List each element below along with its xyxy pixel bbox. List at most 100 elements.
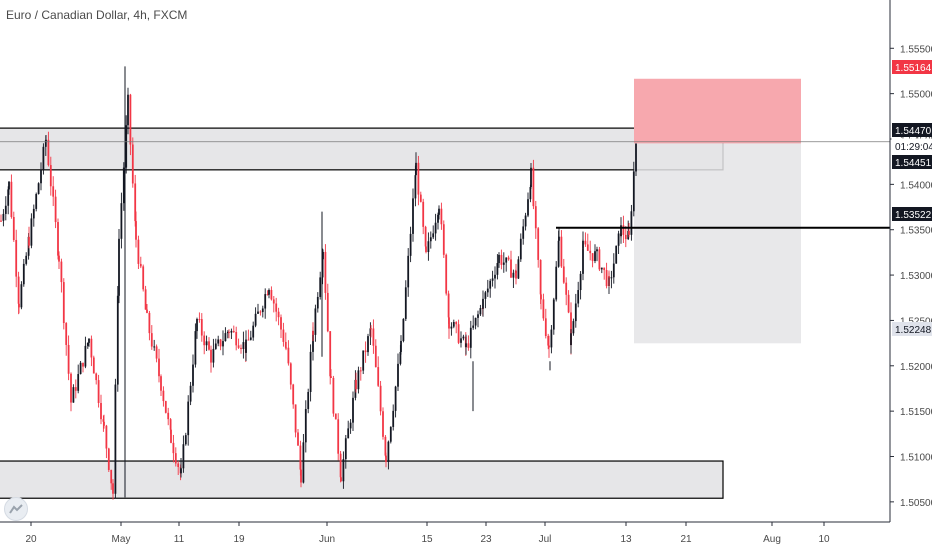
candle-body [203,335,206,346]
candle-body [49,165,52,187]
candle-body [316,296,319,309]
candle-body [287,347,290,364]
x-tick-label: 10 [818,534,830,545]
y-tick-label: 1.51500 [900,407,932,418]
candle-body [434,222,437,234]
stop-loss-label-bg [892,322,932,336]
x-tick-label: 11 [174,534,185,545]
take-profit-label[interactable]: 1.55164 [892,60,932,74]
take-profit-label-bg [892,60,932,74]
candle-body [489,280,492,289]
candle-body [105,425,108,449]
candle-body [382,411,384,437]
candle-body [18,303,20,308]
candle-body [257,311,259,314]
candle-body [314,308,317,335]
candle-body [297,432,299,446]
candle-body [610,277,613,279]
horizontal-line-label[interactable]: 1.53522 [892,207,932,221]
tradingview-logo-icon[interactable] [4,497,28,521]
candle-body [292,384,295,405]
candle-body [144,289,147,310]
candle-body [347,428,350,439]
candle-body [537,228,540,260]
candle-body [474,317,477,326]
candle-body [392,410,395,427]
candle-body [8,181,10,190]
y-tick-label: 1.52000 [900,362,932,373]
candle-body [532,167,535,207]
candle-body [62,282,65,324]
upper-zone[interactable] [0,127,724,171]
candle-body [445,254,448,294]
candle-body [196,319,198,332]
candle-body [129,94,132,145]
x-tick-label: Jul [539,534,552,545]
candle-body [77,374,80,391]
candle-body [160,376,162,391]
candle-body [208,341,210,350]
candle-body [37,183,40,195]
candle-body [134,183,137,222]
countdown-label[interactable]: 01:29:04 [891,138,932,154]
candle-body [519,238,522,260]
candle-body [369,328,372,337]
stop-loss-label[interactable]: 1.52248 [892,322,932,336]
candle-body [505,257,508,263]
candle-body [498,254,500,264]
candle-body [217,339,220,344]
candle-body [282,329,285,342]
candle-body [60,261,63,283]
candle-body [460,338,462,343]
candle-body [280,317,282,330]
entry-price-label[interactable]: 1.54451 [892,155,932,169]
candle-body [455,322,458,325]
candle-body [22,263,25,285]
y-tick-label: 1.50500 [900,498,932,509]
candle-body [560,236,563,267]
candle-body [230,330,233,333]
lower-zone[interactable] [0,460,724,499]
candle-body [502,262,505,265]
x-tick-label: 23 [480,534,492,545]
candle-body [70,373,72,403]
candle-body [114,384,117,494]
candle-body [86,342,89,346]
x-tick-label: 21 [680,534,692,545]
candle-body [584,240,587,245]
candle-body [484,292,487,299]
candle-body [289,363,292,385]
candle-body [417,162,420,195]
candle-body [407,255,410,288]
candle-body [259,311,262,313]
x-tick-label: 13 [620,534,632,545]
candle-body [84,345,87,367]
candle-body [266,294,269,296]
candle-body [540,294,542,300]
candle-body [529,187,532,200]
position-target-zone[interactable] [634,78,801,144]
current-price-label[interactable]: 1.54470 [892,123,932,137]
candle-body [524,215,527,227]
position-stop-zone[interactable] [634,143,801,344]
candle-body [242,342,245,350]
candle-body [302,442,305,483]
candle-body [200,319,203,336]
candle-body [150,333,153,347]
candle-body [232,330,235,332]
candle-body [591,253,594,262]
candle-body [90,338,93,358]
candle-body [589,250,592,254]
candle-body [65,323,68,345]
candle-body [334,413,337,420]
candle-body [47,139,50,166]
candle-body [379,385,382,412]
candle-body [112,483,114,494]
current-price-label-bg [892,123,932,137]
horizontal-line-label-bg [892,207,932,221]
candle-body [92,357,95,374]
candle-body [414,175,417,199]
candle-body [82,362,84,367]
